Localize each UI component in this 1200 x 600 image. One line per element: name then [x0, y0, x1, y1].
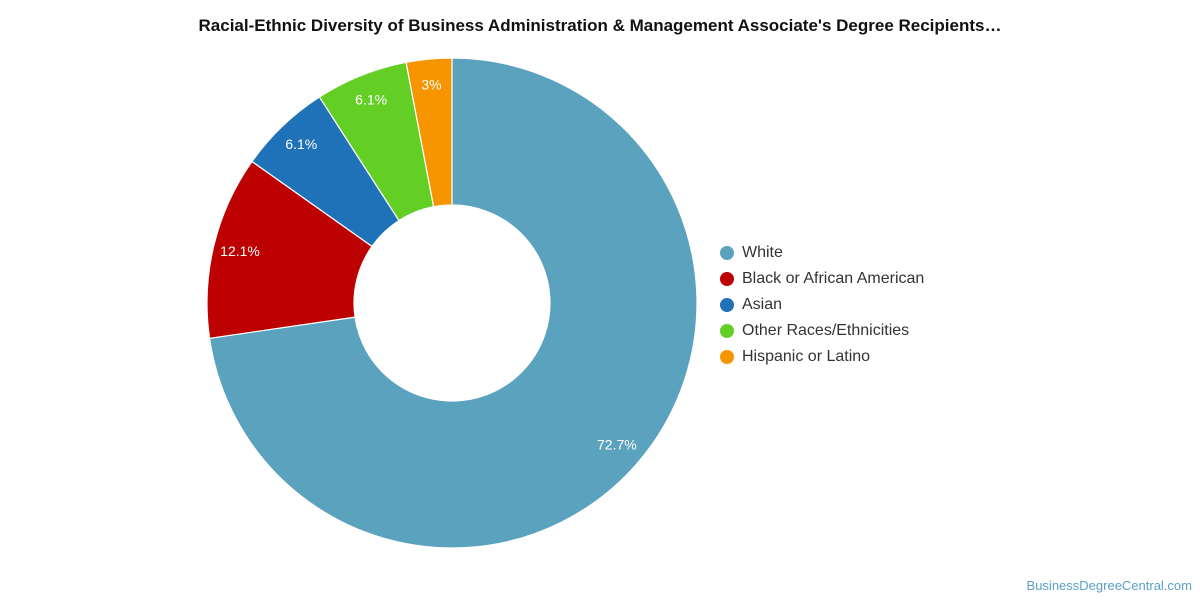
slice-black-or-african-american[interactable] — [206, 160, 373, 339]
watermark[interactable]: BusinessDegreeCentral.com — [1026, 578, 1192, 593]
slice-label-other-races-ethnicities: 6.1% — [355, 91, 387, 107]
slice-label-black-or-african-american: 12.1% — [220, 243, 260, 259]
slice-label-hispanic-or-latino: 3% — [421, 77, 441, 93]
slice-label-white: 72.7% — [597, 436, 637, 452]
legend-swatch-hispanic-or-latino — [720, 350, 734, 364]
legend-swatch-asian — [720, 298, 734, 312]
legend-item-white[interactable]: White — [720, 240, 924, 266]
slice-hispanic-or-latino[interactable] — [405, 57, 453, 208]
chart-title: Racial-Ethnic Diversity of Business Admi… — [198, 16, 1002, 35]
slice-white[interactable] — [208, 57, 698, 549]
legend-label: Hispanic or Latino — [742, 348, 871, 365]
legend-swatch-black-or-african-american — [720, 272, 734, 286]
legend-item-hispanic-or-latino[interactable]: Hispanic or Latino — [720, 344, 924, 370]
legend-label: Other Races/Ethnicities — [742, 322, 910, 339]
chart-legend: White Black or African American Asian Other… — [720, 240, 924, 370]
legend-swatch-other-races-ethnicities — [720, 324, 734, 338]
legend-label: White — [742, 244, 783, 261]
slice-label-asian: 6.1% — [285, 136, 317, 152]
legend-item-asian[interactable]: Asian — [720, 292, 924, 318]
legend-item-black-or-african-american[interactable]: Black or African American — [720, 266, 924, 292]
legend-label: Asian — [742, 296, 783, 313]
legend-item-other-races-ethnicities[interactable]: Other Races/Ethnicities — [720, 318, 924, 344]
legend-label: Black or African American — [742, 270, 925, 287]
legend-swatch-white — [720, 246, 734, 260]
